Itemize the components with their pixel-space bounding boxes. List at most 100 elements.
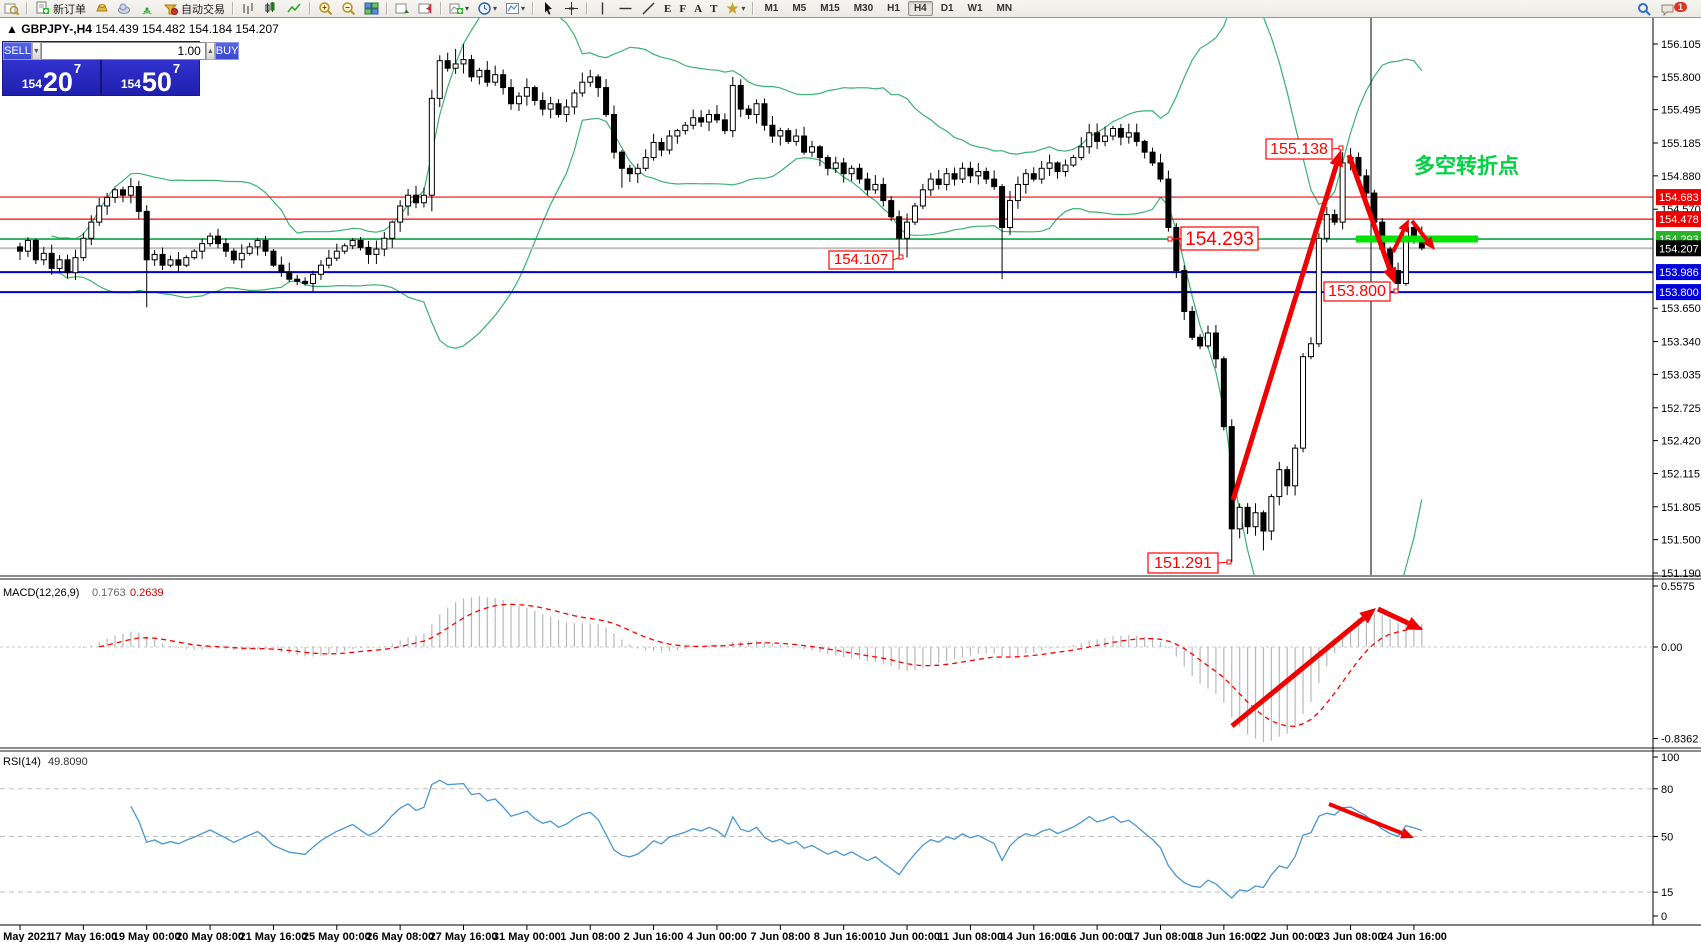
candle-body: [761, 103, 768, 126]
candle-body: [428, 97, 435, 196]
toolbar-separator: [232, 2, 234, 15]
macd-pane[interactable]: [0, 596, 1653, 742]
candle-body: [729, 84, 736, 132]
fibonacci-icon[interactable]: F: [679, 2, 687, 15]
volume-input[interactable]: [40, 42, 206, 60]
trend-arrow-rsi-0-head[interactable]: [1400, 828, 1414, 839]
gold-ingot-icon[interactable]: [91, 0, 112, 17]
candle-body: [587, 76, 594, 83]
trend-arrow-main-3-head[interactable]: [1422, 236, 1435, 250]
candle-body: [515, 95, 522, 105]
candle-body: [991, 178, 998, 188]
trend-arrow-macd-1-shaft[interactable]: [1376, 606, 1410, 626]
trend-arrow-main-3-shaft[interactable]: [1410, 219, 1429, 242]
price-callout-154.107[interactable]: 154.107: [828, 250, 904, 270]
candle-body: [373, 248, 380, 255]
trend-arrow-main-2-shaft[interactable]: [1391, 229, 1406, 253]
chart-search-icon[interactable]: [1, 0, 22, 17]
periods-clock-icon[interactable]: ▾: [474, 0, 500, 17]
price-level-label-153.800: 153.800: [1656, 284, 1701, 301]
rsi-axis-label: 100: [1661, 752, 1679, 764]
trend-arrow-main-1-shaft[interactable]: [1346, 154, 1392, 270]
text-icon[interactable]: A: [694, 2, 703, 15]
candle-body: [381, 237, 388, 250]
collapse-arrow-icon[interactable]: ▲: [6, 22, 18, 36]
rsi-line: [130, 779, 1423, 899]
candle-body: [864, 178, 871, 191]
price-callout-155.138[interactable]: 155.138: [1265, 138, 1344, 160]
bollinger-lower-band: [51, 117, 1423, 575]
arrows-shapes-icon[interactable]: ▾: [722, 0, 748, 17]
candle-body: [317, 264, 324, 275]
line-chart-icon[interactable]: [284, 0, 305, 17]
signals-icon[interactable]: [137, 0, 158, 17]
new-order-icon[interactable]: 新订单: [32, 0, 89, 17]
trendline-icon[interactable]: [638, 0, 659, 17]
trend-arrow-main-1-head[interactable]: [1383, 266, 1397, 284]
price-callout-153.800[interactable]: 153.800: [1323, 281, 1399, 302]
sell-button[interactable]: SELL: [3, 42, 32, 60]
timeframe-h1-button[interactable]: H1: [887, 3, 900, 14]
candle-body: [888, 200, 895, 218]
timeframe-m30-button[interactable]: M30: [853, 3, 874, 14]
buy-button[interactable]: BUY: [214, 42, 240, 60]
candle-body: [310, 273, 317, 284]
candles-chart-icon[interactable]: [261, 0, 282, 17]
zoom-out-icon[interactable]: [338, 0, 359, 17]
crosshair-icon[interactable]: [561, 0, 582, 17]
price-label-text: 154.207: [1659, 243, 1699, 255]
candle-body: [72, 257, 79, 274]
sell-price-button[interactable]: 154 20 7: [3, 60, 100, 96]
zoom-in-icon[interactable]: [315, 0, 336, 17]
timeframe-m5-button[interactable]: M5: [792, 3, 807, 14]
rsi-label-group: RSI(14) 49.8090: [3, 756, 88, 768]
candle-body: [1038, 167, 1045, 180]
candle-body: [809, 146, 815, 153]
search-icon[interactable]: [1634, 1, 1655, 18]
text-label-icon[interactable]: T: [710, 2, 718, 15]
auto-scroll-icon[interactable]: [392, 0, 413, 17]
trend-arrow-macd-0-shaft[interactable]: [1230, 616, 1366, 728]
timeframe-m15-button[interactable]: M15: [820, 3, 840, 14]
trend-arrow-macd-1-head[interactable]: [1405, 617, 1423, 630]
chart-symbol-line[interactable]: ▲ GBPJPY-,H4 154.439 154.482 154.184 154…: [6, 22, 279, 36]
candle-body: [832, 162, 839, 169]
candle-body: [1189, 310, 1196, 338]
trend-arrow-main-0-head[interactable]: [1329, 150, 1343, 168]
volume-decrease-button[interactable]: ▼: [31, 42, 41, 60]
tile-windows-icon[interactable]: [361, 0, 382, 17]
candle-body: [1197, 336, 1204, 347]
notifications-icon[interactable]: [1657, 1, 1678, 18]
chart-shift-icon[interactable]: [415, 0, 436, 17]
bars-chart-icon[interactable]: [238, 0, 259, 17]
cursor-icon[interactable]: [538, 0, 559, 17]
templates-icon[interactable]: ▾: [502, 0, 528, 17]
mql-community-icon[interactable]: [114, 0, 135, 17]
price-callout-154.293[interactable]: 154.293: [1167, 226, 1259, 251]
rsi-pane[interactable]: [0, 779, 1653, 899]
timeframe-h4-button[interactable]: H4: [907, 1, 933, 16]
timeframe-w1-button[interactable]: W1: [967, 3, 983, 14]
trend-arrow-main-2-head[interactable]: [1398, 219, 1409, 233]
candle-body: [17, 246, 23, 252]
timeframe-d1-button[interactable]: D1: [940, 3, 954, 14]
indicators-icon[interactable]: ▾: [446, 0, 472, 17]
candle-body: [444, 60, 451, 69]
equidistant-channel-icon[interactable]: E: [664, 2, 672, 15]
autotrade-icon[interactable]: 自动交易: [160, 0, 228, 17]
vertical-line-icon[interactable]: [592, 0, 613, 17]
timeframe-mn-button[interactable]: MN: [996, 3, 1013, 14]
price-callout-151.291[interactable]: 151.291: [1147, 552, 1232, 574]
volume-increase-button[interactable]: ▲: [205, 42, 215, 60]
trend-arrow-main-0-shaft[interactable]: [1230, 164, 1339, 501]
buy-price-button[interactable]: 154 50 7: [102, 60, 199, 96]
trend-arrow-rsi-0-shaft[interactable]: [1328, 802, 1403, 836]
macd-value-signal: 0.2639: [130, 587, 164, 599]
timeframe-m1-button[interactable]: M1: [764, 3, 779, 14]
candle-body: [1284, 469, 1291, 487]
toolbar-separator: [586, 2, 589, 15]
horizontal-line-icon[interactable]: [615, 0, 636, 17]
trend-arrow-macd-0-head[interactable]: [1359, 608, 1376, 624]
candle-body: [135, 186, 142, 212]
